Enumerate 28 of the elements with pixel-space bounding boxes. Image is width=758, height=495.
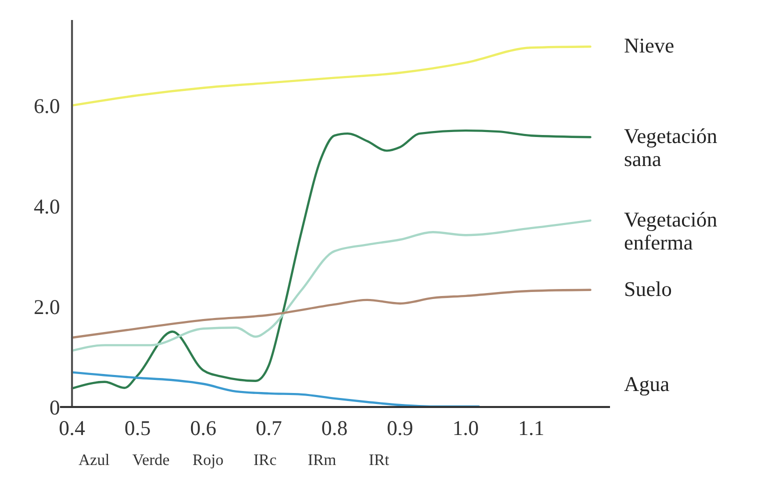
x-tick-label: 0.7	[256, 416, 282, 440]
x-tick-label: 0.6	[190, 416, 216, 440]
x-tick-label: 0.8	[321, 416, 348, 440]
series-label: Vegetación enferma	[624, 208, 718, 255]
line-series	[70, 371, 480, 408]
series-label: Nieve	[624, 34, 674, 58]
text: Rojo	[192, 452, 224, 469]
line-series	[70, 46, 592, 107]
text: Azul	[78, 452, 110, 469]
y-tick-label: 0	[50, 395, 60, 420]
line-series	[70, 129, 592, 390]
text: Agua	[624, 372, 670, 396]
series-label: Vegetación sana	[624, 124, 718, 172]
line-series	[70, 288, 592, 339]
x-tick-label: 0.9	[386, 416, 414, 440]
text: IRt	[368, 452, 390, 469]
text: Verde	[132, 452, 170, 469]
text: IRc	[253, 452, 277, 469]
y-tick-label: 2.0	[34, 294, 60, 319]
x-tick-label: 1.0	[452, 416, 479, 440]
series-label: Suelo	[624, 276, 672, 301]
y-tick-label: 6.0	[34, 94, 60, 118]
line-series	[70, 219, 592, 352]
x-tick-label: 0.4	[58, 416, 86, 440]
x-tick-label: 1.1	[518, 416, 544, 440]
text: IRm	[308, 452, 337, 469]
y-tick-label: 4.0	[34, 194, 60, 218]
x-tick-label: 0.5	[124, 416, 151, 440]
